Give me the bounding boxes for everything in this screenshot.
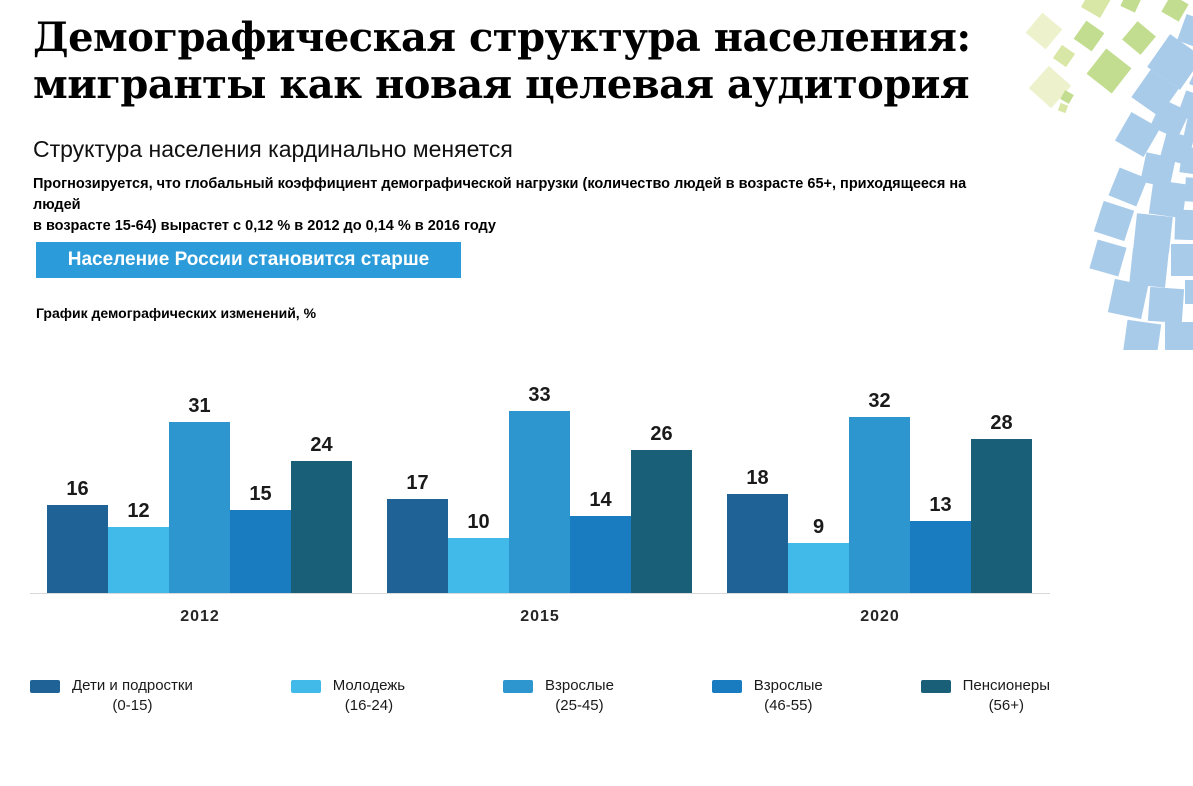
- chart-group-2020: 18 9 32 13 28 2020: [710, 370, 1050, 625]
- bar: [448, 538, 509, 593]
- legend-series-range: (25-45): [555, 696, 604, 714]
- bar-value-label: 15: [249, 483, 272, 505]
- legend-item: Дети и подростки (0-15): [30, 676, 193, 715]
- legend-swatch: [711, 680, 742, 693]
- legend-swatch: [920, 680, 951, 693]
- legend-label: Взрослые (46-55): [754, 676, 823, 715]
- legend-swatch: [30, 680, 60, 693]
- bar-value-label: 14: [589, 489, 612, 511]
- chart-legend: Дети и подростки (0-15) Молодежь (16-24) Взр…: [30, 676, 1050, 715]
- subtitle: Структура населения кардинально меняется: [33, 136, 513, 162]
- legend-item: Взрослые (46-55): [711, 676, 823, 715]
- bar-value-label: 16: [66, 478, 89, 500]
- bar-value-label: 12: [127, 500, 150, 522]
- bar: [387, 499, 448, 593]
- bar: [570, 516, 631, 593]
- bar: [108, 527, 169, 593]
- bar-value-label: 32: [868, 390, 891, 412]
- bar-value-label: 18: [746, 467, 769, 489]
- bar: [169, 422, 230, 593]
- legend-series-name: Взрослые: [753, 677, 823, 694]
- chart-caption: График демографических изменений, %: [36, 305, 317, 321]
- legend-item: Взрослые (25-45): [502, 676, 614, 715]
- corner-mosaic-decoration: [1025, 0, 1193, 350]
- category-label: 2020: [860, 608, 900, 625]
- bar-value-label: 24: [310, 434, 333, 456]
- legend-series-name: Пенсионеры: [962, 677, 1050, 694]
- legend-series-name: Взрослые: [544, 677, 614, 694]
- bar: [727, 494, 788, 593]
- bar-value-label: 9: [812, 516, 825, 538]
- bar-value-label: 31: [188, 395, 211, 417]
- page-title: Демографическая структура населения: миг…: [33, 14, 1043, 108]
- bar: [971, 439, 1032, 593]
- legend-swatch: [502, 680, 533, 693]
- legend-item: Молодежь (16-24): [290, 676, 405, 715]
- bar-value-label: 26: [650, 423, 673, 445]
- legend-item: Пенсионеры (56+): [920, 676, 1050, 715]
- bar: [631, 450, 692, 593]
- legend-label: Дети и подростки (0-15): [72, 676, 193, 715]
- legend-series-range: (56+): [988, 696, 1024, 714]
- bar-value-label: 28: [990, 412, 1013, 434]
- chart-group-2012: 16 12 31 15 24 2012: [30, 370, 370, 625]
- category-label: 2015: [520, 608, 560, 625]
- highlight-banner: Население России становится старше: [36, 242, 461, 278]
- bar-value-label: 17: [406, 472, 429, 494]
- page-title-line2: мигранты как новая целевая аудитория: [33, 61, 970, 109]
- description-paragraph: Прогнозируется, что глобальный коэффицие…: [33, 174, 993, 237]
- legend-series-range: (0-15): [112, 696, 153, 714]
- legend-label: Пенсионеры (56+): [963, 676, 1050, 715]
- legend-series-range: (16-24): [344, 696, 394, 714]
- legend-swatch: [290, 680, 321, 693]
- legend-label: Молодежь (16-24): [333, 676, 405, 715]
- category-label: 2012: [180, 608, 220, 625]
- bar-value-label: 13: [929, 494, 952, 516]
- bar-value-label: 10: [467, 511, 490, 533]
- bar: [849, 417, 910, 593]
- legend-series-range: (46-55): [764, 696, 813, 714]
- bar: [47, 505, 108, 593]
- bar: [910, 521, 971, 593]
- page-title-line1: Демографическая структура населения:: [33, 14, 971, 61]
- description-line1: Прогнозируется, что глобальный коэффицие…: [33, 176, 967, 214]
- legend-series-name: Дети и подростки: [72, 677, 193, 694]
- bar-value-label: 33: [528, 384, 551, 406]
- chart-group-2015: 17 10 33 14 26 2015: [370, 370, 710, 625]
- bar: [291, 461, 352, 593]
- bar-chart: 16 12 31 15 24 2012 17 10 33 14 26 2015 18 9 32 13 28 202…: [30, 370, 1050, 625]
- legend-series-name: Молодежь: [332, 677, 406, 694]
- bar: [230, 510, 291, 593]
- legend-label: Взрослые (25-45): [545, 676, 614, 715]
- bar: [509, 411, 570, 593]
- bar: [788, 543, 849, 593]
- description-line2: в возрасте 15-64) вырастет с 0,12 % в 20…: [33, 218, 496, 235]
- x-axis-line: [30, 593, 1050, 594]
